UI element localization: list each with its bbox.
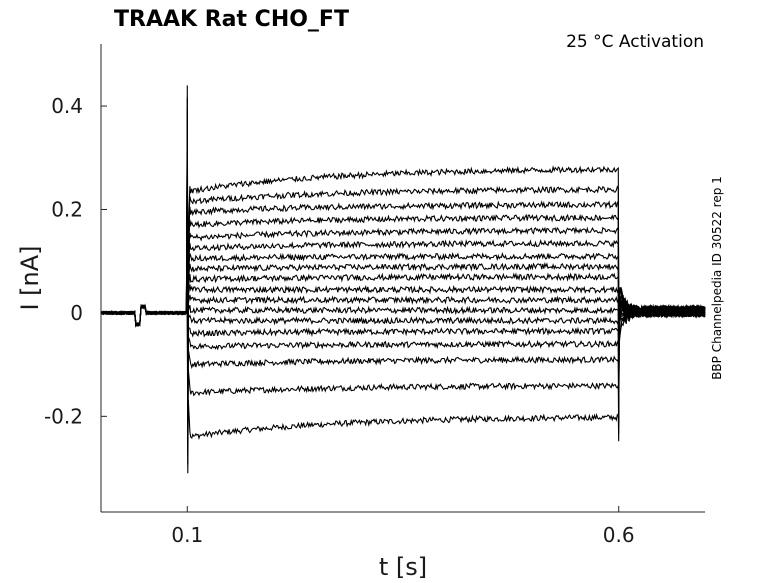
current-trace [100,147,706,368]
y-axis-label: I [nA] [16,245,44,310]
current-trace [101,85,706,327]
current-trace [100,284,706,465]
x-tick-label: 0.6 [603,523,635,547]
current-trace [100,122,706,350]
x-axis-label: t [s] [379,553,427,581]
current-trace [100,160,706,377]
chart-subtitle: 25 °C Activation [566,32,704,52]
y-tick-label: 0 [70,301,83,325]
current-trace [100,110,706,341]
chart-title: TRAAK Rat CHO_FT [114,7,349,32]
x-tick-label: 0.1 [171,523,203,547]
current-trace [100,185,705,394]
current-trace [100,222,706,421]
current-trace [100,197,706,403]
current-trace [100,259,706,447]
current-trace [100,97,706,333]
current-trace [100,247,706,438]
y-tick-label: 0.2 [51,197,83,221]
x-axis: 0.1 0.6 [101,506,705,547]
y-tick-label: -0.2 [44,404,83,428]
current-trace [100,272,706,456]
current-trace [100,135,706,359]
y-axis: 0.4 0.2 0 -0.2 [44,44,107,512]
current-traces [100,85,706,474]
channelpedia-id-label: BBP Channelpedia ID 30522 rep 1 [710,176,724,380]
current-trace [100,172,706,386]
current-trace [100,234,706,430]
y-tick-label: 0.4 [51,94,83,118]
current-trace [100,210,706,412]
current-trace [100,297,706,474]
